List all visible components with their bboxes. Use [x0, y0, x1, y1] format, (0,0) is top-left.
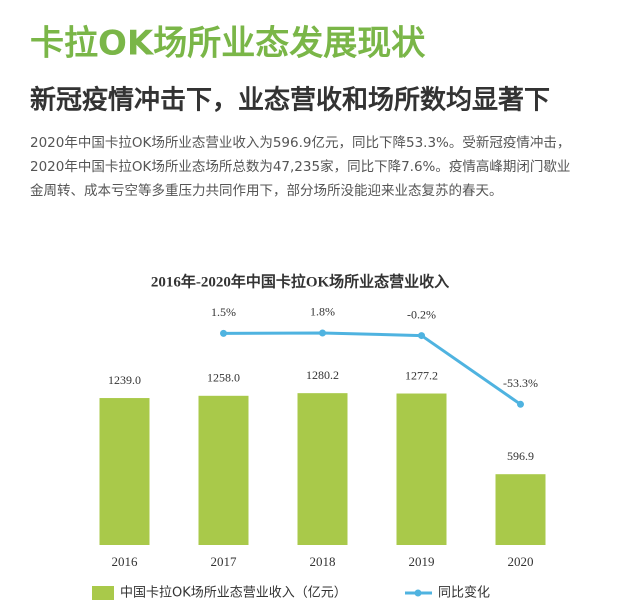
x-tick-label: 2019	[409, 554, 435, 569]
data-label: 1.5%	[211, 305, 236, 319]
legend-label: 同比变化	[438, 585, 490, 601]
x-tick-label: 2018	[310, 554, 336, 569]
data-label: 1258.0	[207, 371, 240, 385]
data-label: 1280.2	[306, 368, 339, 382]
paragraph-line: 2020年中国卡拉OK场所业态场所总数为47,235家，同比下降7.6%。疫情高…	[30, 158, 570, 175]
data-label: 1277.2	[405, 368, 438, 382]
line-point	[319, 329, 326, 337]
data-label: 1.8%	[310, 305, 335, 319]
x-tick-label: 2020	[508, 554, 534, 569]
line	[223, 331, 522, 406]
line-point	[220, 329, 227, 337]
data-label: 1239.0	[108, 373, 141, 387]
bar	[198, 395, 249, 545]
bar	[297, 393, 348, 545]
bar	[396, 393, 447, 545]
data-label: -0.2%	[407, 307, 436, 321]
paragraph-line: 金周转、成本亏空等多重压力共同作用下，部分场所没能迎来业态复苏的春天。	[30, 182, 503, 199]
line-point	[517, 400, 524, 408]
bar	[495, 474, 546, 545]
data-label: 596.9	[507, 449, 534, 463]
paragraph-line: 2020年中国卡拉OK场所业态营业收入为596.9亿元，同比下降53.3%。受新…	[30, 135, 570, 151]
line-point	[418, 332, 425, 340]
legend-swatch	[92, 586, 114, 600]
data-label: -53.3%	[503, 376, 538, 390]
chart-title: 2016年-2020年中国卡拉OK场所业态营业收入	[151, 272, 449, 290]
x-tick-label: 2017	[211, 554, 238, 569]
subtitle: 新冠疫情冲击下，业态营收和场所数均显著下	[30, 85, 550, 116]
page-title: 卡拉OK场所业态发展现状	[30, 24, 426, 64]
x-tick-label: 2016	[112, 554, 139, 569]
legend-label: 中国卡拉OK场所业态营业收入（亿元）	[120, 586, 347, 601]
bar	[99, 398, 150, 545]
legend-swatch	[414, 589, 422, 597]
